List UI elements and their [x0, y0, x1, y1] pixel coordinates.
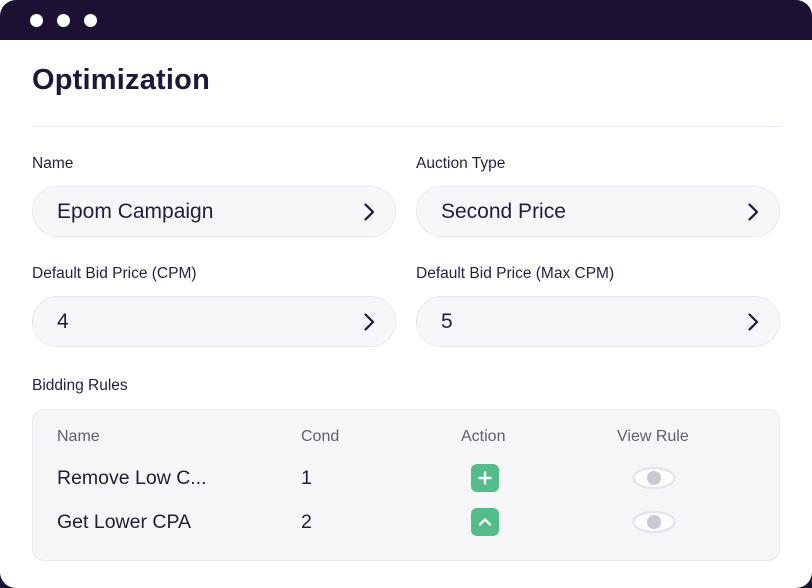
- table-row: Remove Low C... 1: [57, 456, 755, 500]
- field-group-default-bid-max-cpm: Default Bid Price (Max CPM) 5: [416, 237, 780, 347]
- rule-cond: 2: [301, 510, 312, 533]
- auction-type-field-label: Auction Type: [416, 155, 506, 172]
- column-header-cond: Cond: [301, 428, 340, 445]
- settings-form: Name Epom Campaign Auction Type Second P…: [32, 127, 780, 347]
- rule-name: Remove Low C...: [57, 466, 207, 489]
- name-field-label: Name: [32, 155, 74, 172]
- name-field-value: Epom Campaign: [57, 199, 214, 223]
- eye-icon: [632, 510, 676, 534]
- field-group-default-bid-cpm: Default Bid Price (CPM) 4: [32, 237, 396, 347]
- default-bid-max-cpm-label: Default Bid Price (Max CPM): [416, 265, 615, 282]
- bidding-rules-label: Bidding Rules: [32, 377, 128, 394]
- chevron-right-icon: [748, 202, 759, 221]
- rule-name: Get Lower CPA: [57, 510, 192, 533]
- chevron-up-icon: [478, 518, 492, 526]
- divider: [32, 126, 780, 127]
- chevron-right-icon: [748, 312, 759, 331]
- add-action-button[interactable]: [471, 464, 499, 492]
- chevron-right-icon: [364, 312, 375, 331]
- eye-icon: [632, 466, 676, 490]
- column-header-view-rule: View Rule: [617, 428, 689, 445]
- default-bid-max-cpm-value: 5: [441, 309, 453, 333]
- column-header-name: Name: [57, 428, 100, 445]
- window-dot-icon[interactable]: [30, 13, 43, 27]
- window-dot-icon[interactable]: [84, 13, 97, 27]
- bidding-rules-table: Name Cond Action View Rule Remove Low C.…: [32, 409, 780, 561]
- default-bid-cpm-value: 4: [57, 309, 69, 333]
- rule-cond: 1: [301, 466, 312, 489]
- raise-action-button[interactable]: [471, 508, 499, 536]
- field-group-auction-type: Auction Type Second Price: [416, 127, 780, 237]
- default-bid-cpm-field[interactable]: 4: [32, 296, 396, 347]
- view-rule-button[interactable]: [631, 510, 677, 534]
- field-group-name: Name Epom Campaign: [32, 127, 396, 237]
- default-bid-max-cpm-field[interactable]: 5: [416, 296, 780, 347]
- window-titlebar: [0, 0, 812, 40]
- window-dot-icon[interactable]: [57, 13, 70, 27]
- chevron-right-icon: [364, 202, 375, 221]
- plus-icon: [478, 471, 492, 485]
- table-header-row: Name Cond Action View Rule: [57, 420, 755, 456]
- column-header-action: Action: [461, 428, 506, 445]
- auction-type-field[interactable]: Second Price: [416, 186, 780, 237]
- page-title: Optimization: [32, 64, 211, 96]
- name-field[interactable]: Epom Campaign: [32, 186, 396, 237]
- auction-type-field-value: Second Price: [441, 199, 566, 223]
- default-bid-cpm-label: Default Bid Price (CPM): [32, 265, 197, 282]
- table-row: Get Lower CPA 2: [57, 500, 755, 544]
- page-content: Optimization Name Epom Campaign Auction …: [0, 40, 812, 588]
- view-rule-button[interactable]: [631, 466, 677, 490]
